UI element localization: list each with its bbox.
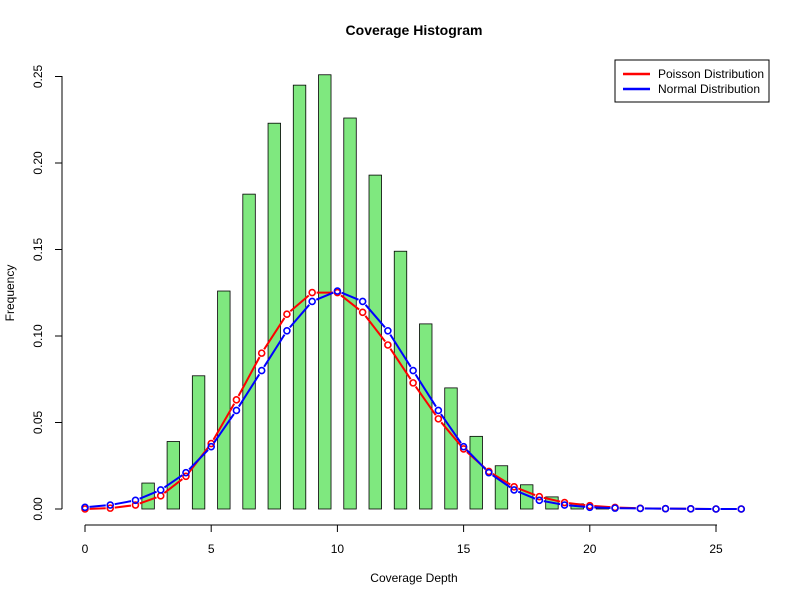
poisson-point	[106, 504, 115, 512]
histogram-bar	[419, 323, 433, 510]
normal-point	[182, 468, 190, 477]
histogram-bar	[217, 290, 231, 510]
histogram-bar	[393, 250, 408, 510]
histogram-bar	[242, 193, 256, 510]
histogram-bar	[292, 84, 307, 510]
poisson-point	[535, 492, 544, 501]
normal-point	[308, 297, 316, 306]
normal-point	[156, 486, 165, 494]
poisson-series	[81, 288, 746, 513]
y-tick-label: 0.15	[31, 237, 45, 261]
y-tick-label: 0.20	[31, 151, 45, 175]
normal-point	[333, 287, 342, 295]
normal-point	[384, 327, 392, 335]
normal-point	[661, 504, 670, 513]
legend-label-normal: Normal Distribution	[658, 82, 760, 96]
poisson-point	[182, 472, 190, 481]
poisson-point	[232, 396, 241, 404]
normal-point	[611, 504, 619, 512]
x-axis-label: Coverage Depth	[370, 571, 457, 585]
normal-point	[106, 501, 115, 509]
y-axis-ticks: 0.00 0.05 0.10 0.15 0.20 0.25	[31, 64, 62, 521]
normal-point	[207, 442, 215, 451]
histogram-bar	[166, 441, 180, 510]
normal-line	[89, 291, 737, 510]
normal-point	[560, 501, 569, 509]
chart-title: Coverage Histogram	[346, 22, 483, 38]
normal-series	[81, 287, 746, 513]
normal-point	[485, 468, 493, 477]
histogram-bar	[469, 435, 483, 510]
x-tick-label: 20	[583, 542, 597, 556]
histogram-bar	[494, 465, 509, 510]
normal-point	[434, 406, 443, 415]
normal-point	[131, 496, 140, 505]
normal-point	[409, 366, 417, 375]
poisson-point	[358, 308, 367, 317]
poisson-line	[89, 291, 737, 510]
normal-point	[358, 297, 367, 306]
y-axis-label: Frequency	[3, 265, 17, 322]
legend-label-poisson: Poisson Distribution	[658, 67, 764, 81]
normal-point	[636, 504, 645, 513]
poisson-point	[283, 310, 291, 319]
poisson-point	[510, 483, 518, 491]
poisson-point	[308, 288, 316, 297]
poisson-point	[434, 415, 443, 423]
poisson-point	[560, 498, 569, 507]
y-tick-label: 0.10	[31, 324, 45, 348]
x-tick-label: 25	[709, 542, 723, 556]
poisson-point	[131, 501, 140, 509]
normal-point	[232, 406, 241, 415]
normal-point	[257, 366, 266, 375]
normal-point	[81, 503, 89, 512]
y-tick-label: 0.25	[31, 64, 45, 88]
x-tick-label: 5	[208, 542, 215, 556]
poisson-point	[257, 349, 266, 357]
histogram-bar	[444, 387, 458, 510]
normal-point	[712, 505, 720, 513]
legend-box	[614, 59, 770, 103]
y-tick-label: 0.05	[31, 410, 45, 434]
legend: Poisson Distribution Normal Distribution	[614, 59, 770, 103]
y-tick-label: 0.00	[31, 497, 45, 521]
normal-point	[283, 327, 291, 335]
x-axis-ticks: 0 5 10 15 20 25	[82, 525, 723, 556]
x-tick-label: 10	[331, 542, 345, 556]
normal-point	[459, 442, 468, 451]
histogram-bar	[191, 375, 206, 510]
x-tick-label: 15	[457, 542, 471, 556]
normal-point	[510, 486, 518, 494]
histogram-bar	[368, 174, 382, 510]
poisson-point	[409, 379, 417, 387]
x-tick-label: 0	[82, 542, 89, 556]
normal-point	[737, 505, 746, 513]
histogram-bar	[343, 117, 357, 510]
poisson-point	[207, 439, 215, 448]
normal-point	[686, 505, 695, 513]
poisson-point	[384, 341, 392, 349]
normal-point	[585, 503, 594, 512]
normal-point	[535, 496, 544, 505]
histogram-bar	[267, 122, 281, 510]
